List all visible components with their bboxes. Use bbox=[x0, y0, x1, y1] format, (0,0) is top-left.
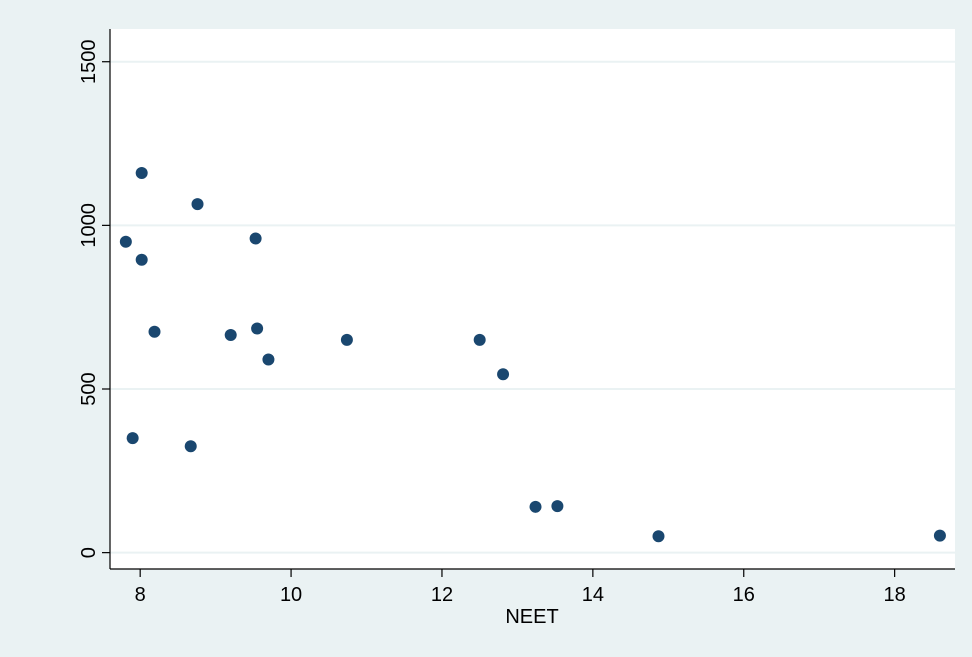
data-point bbox=[135, 253, 148, 266]
data-point bbox=[191, 198, 204, 211]
data-point bbox=[224, 329, 237, 341]
data-point bbox=[126, 432, 139, 445]
gridlines bbox=[110, 60, 955, 554]
data-point bbox=[652, 530, 665, 543]
data-point bbox=[340, 333, 353, 346]
data-point bbox=[529, 500, 542, 513]
y-tick-label: 1500 bbox=[78, 39, 100, 84]
data-point bbox=[497, 368, 510, 381]
x-tick-label: 16 bbox=[733, 584, 755, 606]
x-axis-title: NEET bbox=[505, 606, 558, 628]
data-point bbox=[148, 325, 161, 338]
data-point bbox=[249, 232, 262, 245]
data-point bbox=[473, 333, 486, 346]
data-point bbox=[933, 529, 946, 542]
x-tick-label: 10 bbox=[280, 584, 302, 606]
x-axis-ticks: 8 10 12 14 16 18 bbox=[135, 569, 906, 606]
x-tick-label: 12 bbox=[431, 584, 453, 606]
data-point bbox=[184, 440, 197, 453]
data-point bbox=[119, 235, 132, 248]
y-tick-label: 0 bbox=[78, 547, 100, 558]
y-tick-label: 500 bbox=[78, 372, 100, 405]
y-tick-label: 1000 bbox=[78, 203, 100, 248]
x-tick-label: 18 bbox=[884, 584, 906, 606]
data-point bbox=[251, 322, 264, 335]
data-point bbox=[135, 167, 148, 179]
y-axis-ticks: 0 500 1000 1500 bbox=[78, 39, 110, 558]
data-points bbox=[119, 167, 946, 543]
x-tick-label: 14 bbox=[582, 584, 604, 606]
x-tick-label: 8 bbox=[135, 584, 146, 606]
plot-area bbox=[110, 29, 955, 569]
data-point bbox=[551, 500, 564, 513]
data-point bbox=[262, 353, 275, 366]
